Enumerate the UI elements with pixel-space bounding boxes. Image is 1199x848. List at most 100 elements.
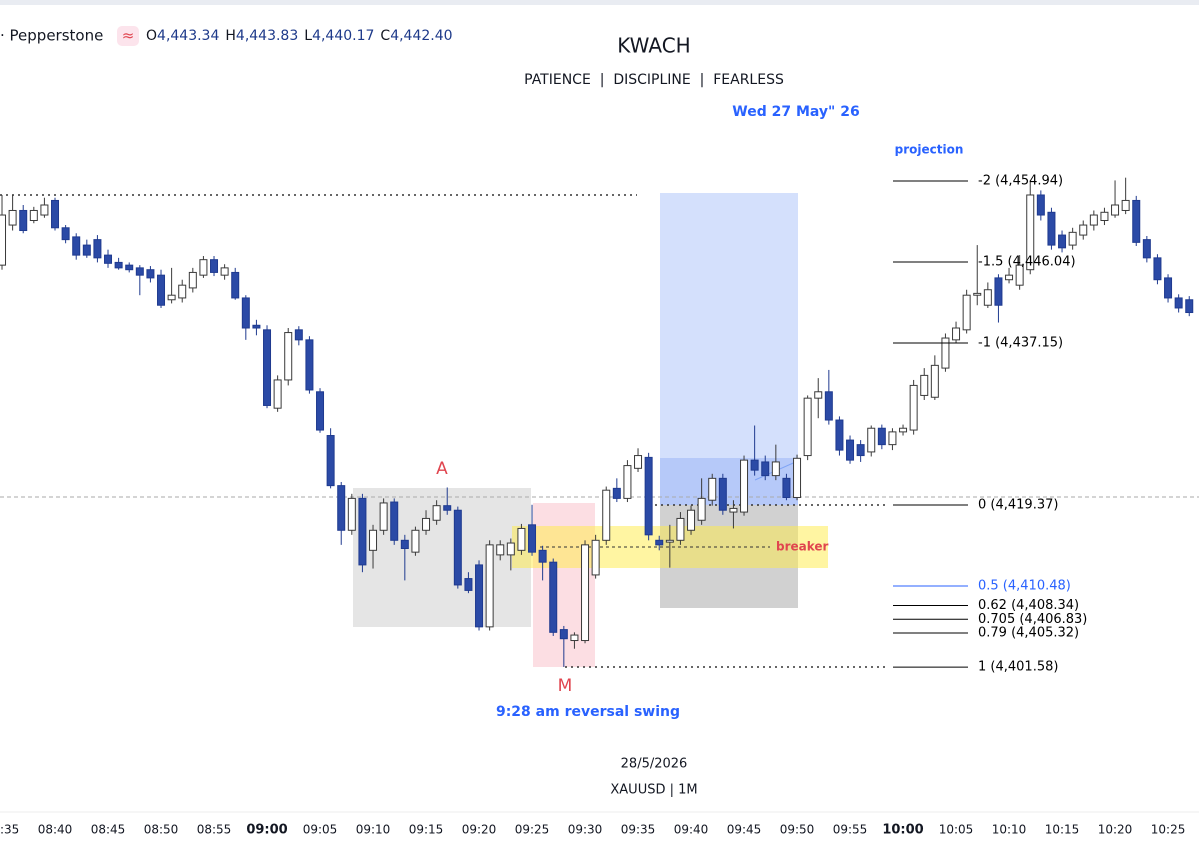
candle-body [729,507,738,513]
candle-body [835,419,844,451]
candle-body [856,444,865,457]
candle-body [1079,224,1088,236]
footer: XAUUSD | 1M [610,783,697,798]
candle-body [750,459,759,471]
ohlc-key: L [304,28,312,44]
candle-body [188,271,197,289]
candle-body [369,529,378,551]
candle-body [1164,277,1173,299]
candle-body [157,274,166,306]
candle-body [846,439,855,461]
candle-body [771,461,780,477]
candle-body [506,542,515,556]
candle-body [676,517,685,541]
x-tick-label: 09:40 [674,823,709,837]
fib-label: 0.5 (4,410.48) [978,579,1071,594]
x-tick-label: 09:20 [462,823,497,837]
candle-body [1142,239,1151,259]
candle-body [1015,264,1024,286]
x-tick-label: 09:25 [515,823,550,837]
candle-body [1121,199,1130,211]
subtitle: PATIENCE | DISCIPLINE | FEARLESS [524,72,784,88]
x-tick-label: 09:45 [727,823,762,837]
candle-body [114,261,123,269]
candle-body [909,384,918,431]
candle-body [496,544,505,556]
fib-title: projection [895,143,964,157]
candle-body [867,427,876,453]
top-border [0,0,1199,5]
candle-body [994,277,1003,306]
date-note: Wed 27 May" 26 [732,104,859,120]
candle-body [983,289,992,306]
candle-body [411,529,420,553]
x-tick-label: 08:55 [197,823,232,837]
candle-body [1026,194,1035,271]
candle-body [178,284,187,299]
symbol: · Pepperstone [0,27,103,45]
candle-body [888,431,897,446]
candle-body [199,259,208,276]
x-tick-label: 08:35 [0,823,19,837]
footer: 28/5/2026 [621,757,688,772]
candle-body [803,397,812,457]
candle-body [1111,204,1120,216]
ohlc-value: 4,440.17 [312,28,374,44]
candle-body [920,374,929,396]
candle-body [8,209,17,226]
candles [0,177,1194,667]
candle-body [337,485,346,531]
candle-body [485,544,494,628]
badge: ≈ [122,27,135,45]
candle-body [1068,231,1077,246]
candle-body [697,497,706,521]
x-tick-label: 10:00 [882,823,923,838]
candle-body [740,459,749,513]
candle-body [973,292,982,296]
candle-body [231,271,240,299]
x-tick-label: 09:10 [356,823,391,837]
candle-body [941,337,950,369]
candle-body [61,227,70,241]
candle-body [1058,234,1067,249]
fib-label: -1 (4,437.15) [978,336,1063,351]
candle-body [210,259,219,273]
candle-body [326,435,335,487]
candle-body [899,427,908,433]
candle-body [358,497,367,566]
candle-body [623,465,632,499]
candle-body [135,267,144,276]
annotation: 9:28 am reversal swing [496,704,680,720]
ohlc-key: H [225,28,236,44]
candle-body [718,477,727,511]
candle-body [549,561,558,633]
x-tick-label: 09:15 [409,823,444,837]
ohlc-value: 4,442.40 [390,28,452,44]
candle-body [125,264,134,271]
candle-body [538,549,547,563]
candle-body [952,327,961,341]
candle-body [82,244,91,256]
candle-body [687,509,696,531]
x-tick-label: 08:40 [38,823,73,837]
x-tick-label: 09:05 [303,823,338,837]
candle-body [305,339,314,391]
badge-bg [117,26,139,46]
candle-body [220,267,229,276]
fib-label: 0.705 (4,406.83) [978,612,1087,627]
annotation: A [436,459,448,479]
x-tick-label: 10:05 [939,823,974,837]
candle-body [782,477,791,498]
x-tick-label: 10:20 [1098,823,1133,837]
x-tick-label: 08:50 [144,823,179,837]
candle-body [877,427,886,446]
candle-body [263,329,272,406]
candle-body [400,539,409,550]
ohlc-key: O [146,28,157,44]
ohlc: O4,443.34 H4,443.83 L4,440.17 C4,442.40 [146,28,453,44]
candle-body [814,391,823,399]
candle-body [72,236,81,256]
candle-body [316,391,325,431]
candle-body [1036,194,1045,216]
candle-body [40,204,49,216]
